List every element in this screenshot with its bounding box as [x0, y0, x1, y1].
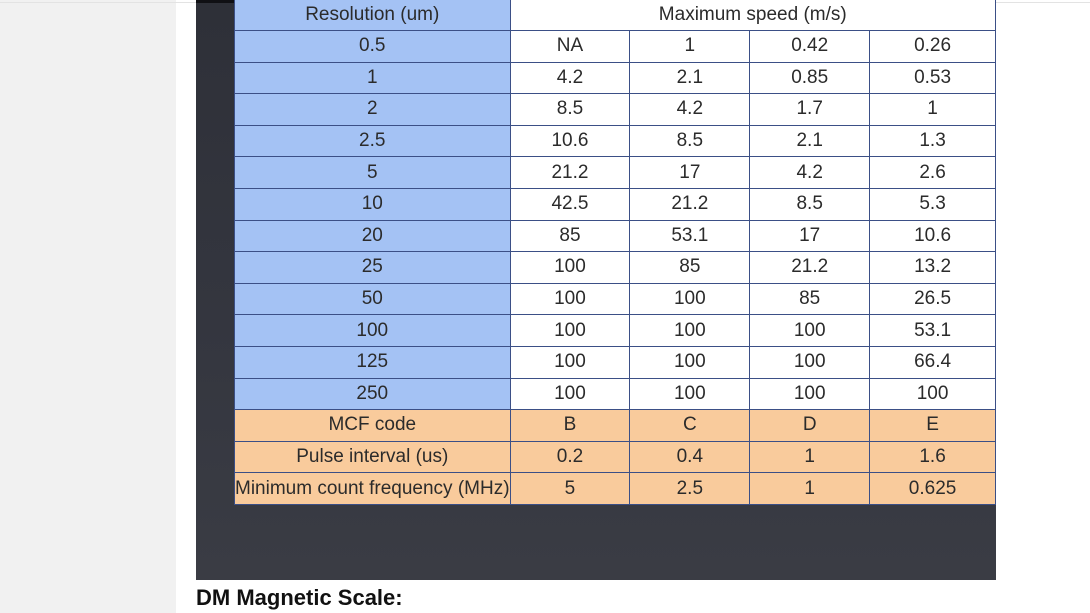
- speed-cell: 8.5: [749, 187, 871, 221]
- speed-cell: 1.7: [749, 93, 871, 126]
- section-heading: DM Magnetic Scale:: [196, 585, 403, 610]
- resolution-cell: 5: [234, 156, 511, 189]
- speed-cell: 10.6: [869, 219, 996, 253]
- speed-cell: 53.1: [629, 219, 751, 253]
- speed-cell: 100: [869, 377, 996, 411]
- footer-row: Pulse interval (us) 0.2 0.4 1 1.6: [234, 440, 996, 474]
- speed-cell: 100: [749, 314, 871, 347]
- speed-cell: 100: [749, 377, 871, 411]
- speed-cell: 10.6: [509, 124, 631, 158]
- footer-value-cell: 5: [509, 472, 631, 505]
- speed-table: Resolution (um) Maximum speed (m/s) 0.5 N…: [234, 0, 996, 505]
- left-gutter: [0, 0, 176, 613]
- resolution-cell: 0.5: [234, 30, 511, 63]
- speed-cell: 100: [629, 314, 751, 347]
- table-row: 10 42.5 21.2 8.5 5.3: [234, 187, 996, 221]
- resolution-cell: 125: [234, 345, 511, 379]
- speed-cell: 0.53: [869, 61, 996, 95]
- footer-value-cell: E: [869, 409, 996, 442]
- speed-cell: 4.2: [509, 61, 631, 95]
- speed-cell: 100: [509, 314, 631, 347]
- footer-value-cell: B: [509, 409, 631, 442]
- footer-value-cell: D: [749, 409, 871, 442]
- speed-cell: 100: [629, 345, 751, 379]
- speed-cell: 85: [509, 219, 631, 253]
- speed-cell: 8.5: [629, 124, 751, 158]
- resolution-header: Resolution (um): [234, 0, 511, 31]
- table-row: 125 100 100 100 66.4: [234, 345, 996, 379]
- speed-cell: 5.3: [869, 187, 996, 221]
- speed-cell: 1.3: [869, 124, 996, 158]
- table-row: 100 100 100 100 53.1: [234, 314, 996, 347]
- speed-cell: 85: [629, 251, 751, 284]
- speed-cell: 26.5: [869, 282, 996, 316]
- speed-cell: 21.2: [749, 251, 871, 284]
- speed-cell: 0.42: [749, 30, 871, 63]
- footer-label-cell: Minimum count frequency (MHz): [234, 472, 511, 505]
- footer-value-cell: 0.4: [629, 440, 751, 474]
- speed-cell: 100: [509, 377, 631, 411]
- footer-value-cell: 1: [749, 440, 871, 474]
- footer-row: Minimum count frequency (MHz) 5 2.5 1 0.625: [234, 472, 996, 505]
- table-row: 1 4.2 2.1 0.85 0.53: [234, 61, 996, 95]
- speed-cell: 8.5: [509, 93, 631, 126]
- speed-cell: 0.26: [869, 30, 996, 63]
- footer-value-cell: 0.625: [869, 472, 996, 505]
- speed-cell: 4.2: [629, 93, 751, 126]
- speed-cell: 100: [629, 282, 751, 316]
- speed-cell: 42.5: [509, 187, 631, 221]
- footer-value-cell: C: [629, 409, 751, 442]
- table-row: 20 85 53.1 17 10.6: [234, 219, 996, 253]
- resolution-cell: 2.5: [234, 124, 511, 158]
- speed-cell: 100: [509, 345, 631, 379]
- speed-cell: 2.6: [869, 156, 996, 189]
- speed-cell: 1: [869, 93, 996, 126]
- resolution-cell: 2: [234, 93, 511, 126]
- speed-cell: 0.85: [749, 61, 871, 95]
- footer-label-cell: MCF code: [234, 409, 511, 442]
- table-header-row: Resolution (um) Maximum speed (m/s): [234, 0, 996, 31]
- speed-cell: 100: [749, 345, 871, 379]
- speed-cell: 66.4: [869, 345, 996, 379]
- speed-cell: 1: [629, 30, 751, 63]
- speed-cell: 17: [749, 219, 871, 253]
- table-row: 2.5 10.6 8.5 2.1 1.3: [234, 124, 996, 158]
- table-row: 0.5 NA 1 0.42 0.26: [234, 30, 996, 63]
- table-row: 25 100 85 21.2 13.2: [234, 251, 996, 284]
- resolution-cell: 20: [234, 219, 511, 253]
- speed-cell: 100: [509, 251, 631, 284]
- footer-value-cell: 1.6: [869, 440, 996, 474]
- resolution-cell: 100: [234, 314, 511, 347]
- footer-value-cell: 1: [749, 472, 871, 505]
- speed-cell: 13.2: [869, 251, 996, 284]
- resolution-cell: 25: [234, 251, 511, 284]
- speed-cell: 21.2: [629, 187, 751, 221]
- speed-cell: 21.2: [509, 156, 631, 189]
- speed-cell: 17: [629, 156, 751, 189]
- max-speed-header: Maximum speed (m/s): [509, 0, 996, 31]
- speed-cell: 2.1: [629, 61, 751, 95]
- resolution-cell: 10: [234, 187, 511, 221]
- slide-image: Resolution (um) Maximum speed (m/s) 0.5 N…: [196, 0, 996, 580]
- table-row: 2 8.5 4.2 1.7 1: [234, 93, 996, 126]
- table-row: 250 100 100 100 100: [234, 377, 996, 411]
- speed-cell: 4.2: [749, 156, 871, 189]
- footer-value-cell: 2.5: [629, 472, 751, 505]
- resolution-cell: 1: [234, 61, 511, 95]
- footer-row: MCF code B C D E: [234, 409, 996, 442]
- resolution-cell: 50: [234, 282, 511, 316]
- table-row: 50 100 100 85 26.5: [234, 282, 996, 316]
- table-row: 5 21.2 17 4.2 2.6: [234, 156, 996, 189]
- speed-cell: NA: [509, 30, 631, 63]
- slide-top-marker: [196, 0, 264, 3]
- speed-cell: 100: [629, 377, 751, 411]
- footer-value-cell: 0.2: [509, 440, 631, 474]
- resolution-cell: 250: [234, 377, 511, 411]
- speed-cell: 2.1: [749, 124, 871, 158]
- speed-cell: 53.1: [869, 314, 996, 347]
- speed-cell: 85: [749, 282, 871, 316]
- speed-cell: 100: [509, 282, 631, 316]
- footer-label-cell: Pulse interval (us): [234, 440, 511, 474]
